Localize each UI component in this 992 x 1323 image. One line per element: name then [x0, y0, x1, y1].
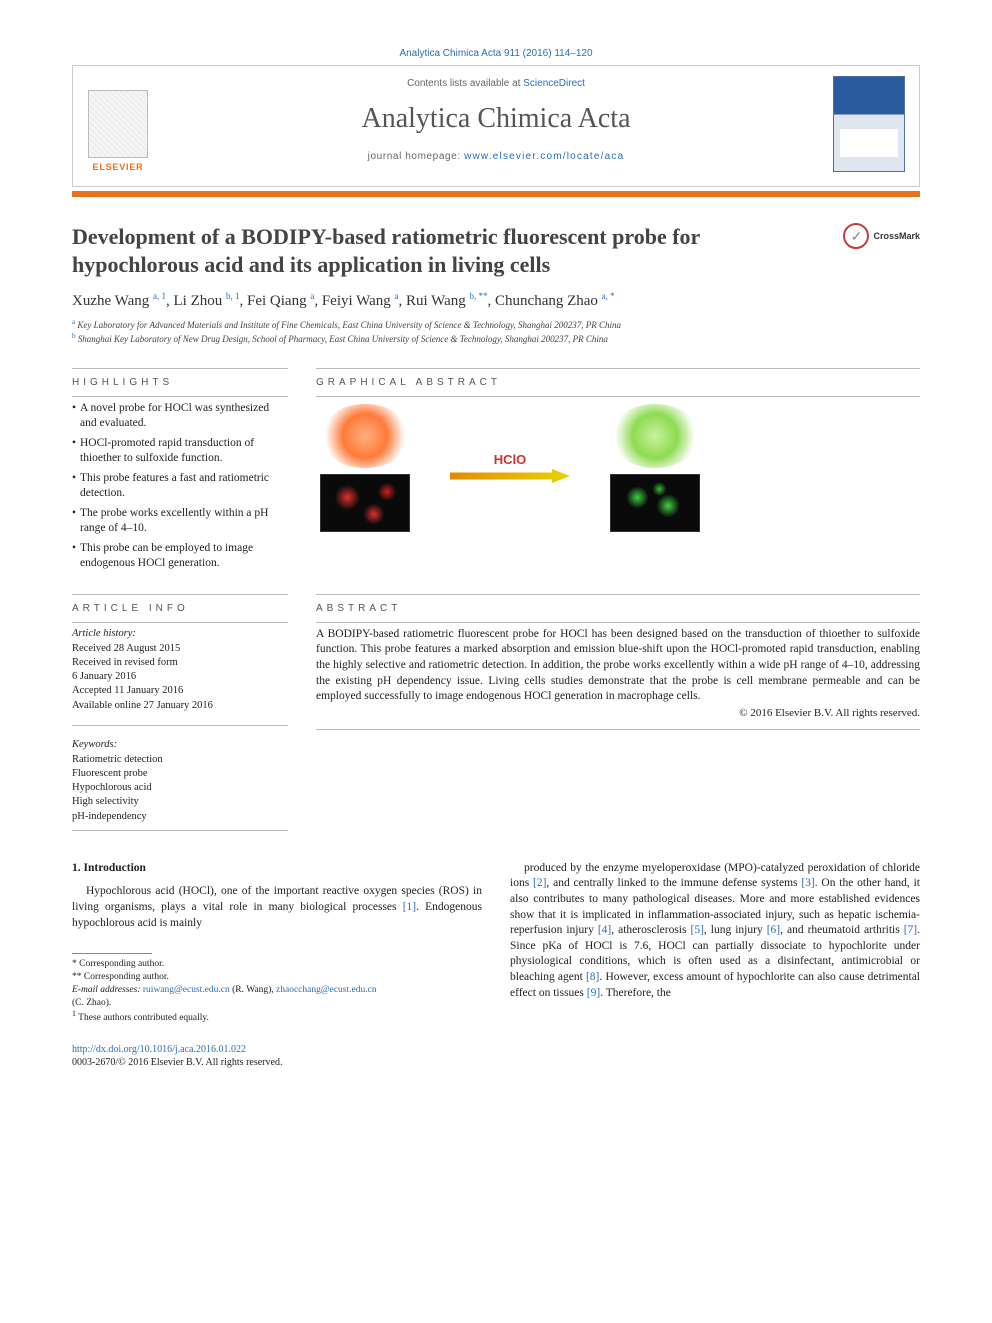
elsevier-tree-icon	[88, 90, 148, 158]
affiliation-a: Key Laboratory for Advanced Materials an…	[77, 320, 621, 330]
article-info-heading: ARTICLE INFO	[72, 595, 288, 622]
keyword-item: Ratiometric detection	[72, 753, 288, 767]
keyword-item: Fluorescent probe	[72, 767, 288, 781]
equal-contribution: 1 These authors contributed equally.	[72, 1009, 482, 1025]
ref-link[interactable]: [1]	[403, 901, 416, 913]
homepage-prefix: journal homepage:	[368, 151, 464, 162]
ref-link[interactable]: [8]	[586, 971, 599, 983]
citation-line: Analytica Chimica Acta 911 (2016) 114–12…	[72, 48, 920, 59]
author-list: Xuzhe Wang a, 1, Li Zhou b, 1, Fei Qiang…	[72, 291, 920, 310]
journal-homepage: journal homepage: www.elsevier.com/locat…	[169, 151, 823, 162]
graphical-abstract: HClO	[316, 397, 920, 539]
intro-heading: 1. Introduction	[72, 861, 482, 877]
publisher-logo: ELSEVIER	[87, 76, 159, 172]
crossmark-badge[interactable]: ✓ CrossMark	[843, 223, 920, 249]
article-info: Article history: Received 28 August 2015…	[72, 623, 288, 824]
keywords-head: Keywords:	[72, 738, 288, 752]
abstract-copyright: © 2016 Elsevier B.V. All rights reserved…	[316, 707, 920, 719]
keywords-list: Ratiometric detectionFluorescent probeHy…	[72, 753, 288, 824]
email-link-1[interactable]: ruiwang@ecust.edu.cn	[143, 985, 230, 995]
ga-arrow-icon	[450, 469, 570, 483]
highlights-heading: HIGHLIGHTS	[72, 369, 288, 396]
accent-bar	[72, 191, 920, 197]
abstract-heading: ABSTRACT	[316, 595, 920, 622]
email-link-2[interactable]: zhaocchang@ecust.edu.cn	[276, 985, 377, 995]
ref-link[interactable]: [9]	[587, 987, 600, 999]
journal-homepage-link[interactable]: www.elsevier.com/locate/aca	[464, 151, 624, 162]
email-owner-2: (C. Zhao).	[72, 997, 482, 1010]
highlight-item: The probe works excellently within a pH …	[72, 506, 288, 537]
corr-author-2: ** Corresponding author.	[72, 971, 482, 984]
doi-link[interactable]: http://dx.doi.org/10.1016/j.aca.2016.01.…	[72, 1044, 246, 1055]
affiliation-b: Shanghai Key Laboratory of New Drug Desi…	[78, 334, 608, 344]
revised-date: 6 January 2016	[72, 670, 288, 684]
issn-copyright: 0003-2670/© 2016 Elsevier B.V. All right…	[72, 1057, 282, 1068]
accepted-date: Accepted 11 January 2016	[72, 684, 288, 698]
highlight-item: HOCl-promoted rapid transduction of thio…	[72, 436, 288, 467]
crossmark-label: CrossMark	[873, 231, 920, 241]
ref-link[interactable]: [6]	[767, 924, 780, 936]
article-body: 1. Introduction Hypochlorous acid (HOCl)…	[72, 861, 920, 1026]
keyword-item: pH-independency	[72, 810, 288, 824]
contents-available: Contents lists available at ScienceDirec…	[169, 78, 823, 89]
journal-name: Analytica Chimica Acta	[169, 103, 823, 135]
footnotes: * Corresponding author. ** Corresponding…	[72, 953, 482, 1025]
graphical-abstract-heading: GRAPHICAL ABSTRACT	[316, 369, 920, 396]
revised-label: Received in revised form	[72, 656, 288, 670]
journal-cover-thumb	[833, 76, 905, 172]
crossmark-icon: ✓	[843, 223, 869, 249]
keyword-item: Hypochlorous acid	[72, 781, 288, 795]
contents-prefix: Contents lists available at	[407, 78, 523, 89]
journal-masthead: ELSEVIER Contents lists available at Sci…	[72, 65, 920, 187]
article-title: Development of a BODIPY-based ratiometri…	[72, 223, 831, 279]
online-date: Available online 27 January 2016	[72, 699, 288, 713]
keyword-item: High selectivity	[72, 795, 288, 809]
ref-link[interactable]: [2]	[533, 877, 546, 889]
abstract-text: A BODIPY-based ratiometric fluorescent p…	[316, 623, 920, 705]
elsevier-wordmark: ELSEVIER	[93, 162, 144, 172]
highlight-item: This probe features a fast and ratiometr…	[72, 471, 288, 502]
body-p1: Hypochlorous acid (HOCl), one of the imp…	[72, 884, 482, 931]
ref-link[interactable]: [5]	[690, 924, 703, 936]
ref-link[interactable]: [4]	[598, 924, 611, 936]
affiliations: a Key Laboratory for Advanced Materials …	[72, 318, 920, 345]
highlights-list: A novel probe for HOCl was synthesized a…	[72, 397, 288, 572]
sciencedirect-link[interactable]: ScienceDirect	[523, 78, 585, 89]
corr-author-1: * Corresponding author.	[72, 958, 482, 971]
ga-cell-image-right	[610, 474, 700, 532]
ga-reaction-label: HClO	[494, 452, 527, 467]
ref-link[interactable]: [3]	[801, 877, 814, 889]
history-head: Article history:	[72, 627, 288, 641]
ga-molecule-left	[320, 404, 410, 468]
ref-link[interactable]: [7]	[904, 924, 917, 936]
ga-molecule-right	[610, 404, 700, 468]
ga-cell-image-left	[320, 474, 410, 532]
doi-block: http://dx.doi.org/10.1016/j.aca.2016.01.…	[72, 1043, 920, 1069]
body-p2: produced by the enzyme myeloperoxidase (…	[510, 861, 920, 1002]
received-date: Received 28 August 2015	[72, 642, 288, 656]
email-addresses: E-mail addresses: ruiwang@ecust.edu.cn (…	[72, 984, 482, 997]
highlight-item: This probe can be employed to image endo…	[72, 541, 288, 572]
highlight-item: A novel probe for HOCl was synthesized a…	[72, 401, 288, 432]
